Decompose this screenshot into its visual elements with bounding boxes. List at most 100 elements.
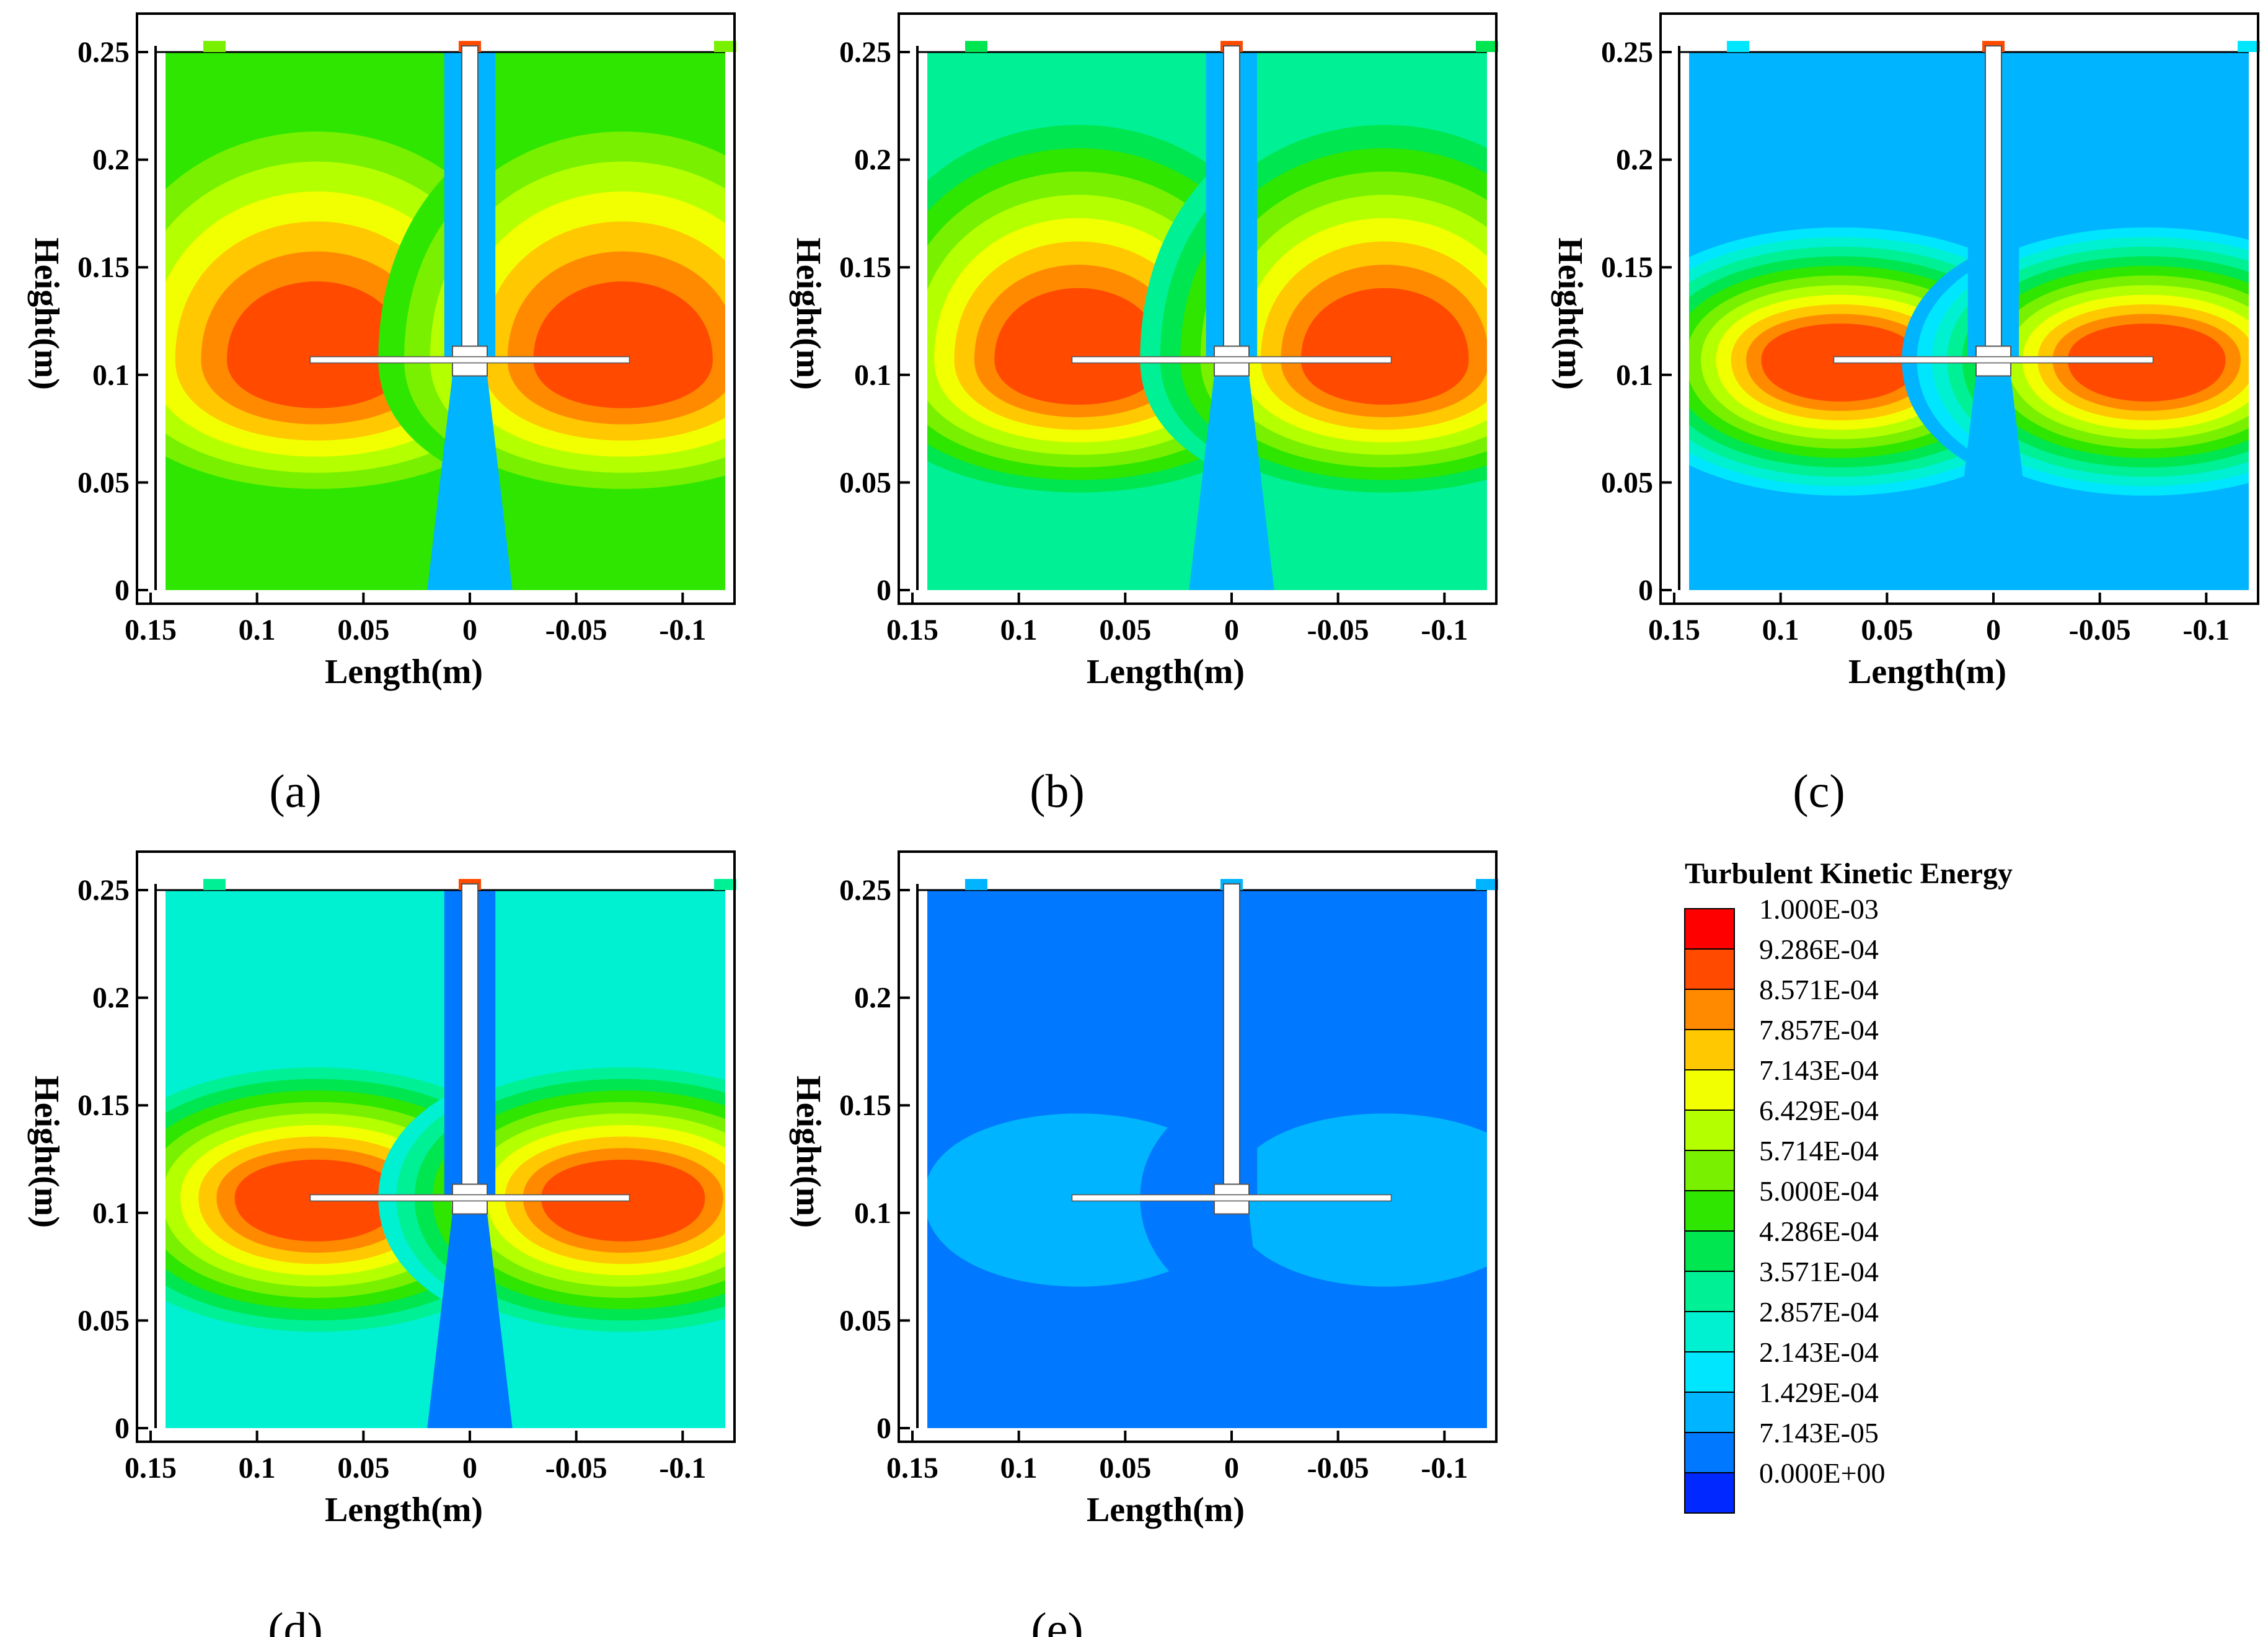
panel-c: 0 0.05 0.1 0.15 0.2 0.25 0.15 0.1 0.05 0 -0.05 -0.1… [1551, 12, 2260, 818]
y-tick-label: 0.2 [1616, 144, 1653, 177]
legend-swatch [1684, 1190, 1735, 1232]
x-tick-label: 0.15 [886, 1452, 938, 1485]
legend-label: 4.286E-04 [1759, 1216, 1879, 1247]
y-tick-label: 0.05 [77, 1304, 130, 1337]
x-axis-title: Length(m) [325, 653, 483, 691]
panel-label: (e) [1031, 1604, 1083, 1637]
x-tick-label: -0.1 [659, 614, 706, 646]
top-gap [165, 38, 725, 52]
legend-title: Turbulent Kinetic Energy [1685, 857, 2013, 890]
inlet-port [714, 879, 736, 890]
impeller-blade [309, 1194, 630, 1202]
contour-band [533, 281, 713, 408]
shaft-zone-lower [427, 372, 513, 590]
y-tick-label: 0.05 [839, 1304, 891, 1337]
inlet-port [714, 41, 736, 52]
panel-b: 0 0.05 0.1 0.15 0.2 0.25 0.15 0.1 0.05 0 -0.05 -0.1… [789, 12, 1498, 818]
legend-label: 7.857E-04 [1759, 1014, 1879, 1046]
contour-band [1300, 288, 1469, 405]
y-tick-label: 0.15 [839, 251, 891, 284]
x-tick-label: -0.05 [545, 614, 607, 646]
y-tick-label: 0.1 [1616, 359, 1653, 392]
x-tick-label: 0.1 [239, 614, 276, 646]
inlet-port [1476, 41, 1498, 52]
x-axis-title: Length(m) [1848, 653, 2006, 691]
y-tick-label: 0.15 [77, 251, 130, 284]
legend-label: 3.571E-04 [1759, 1256, 1879, 1287]
y-tick-label: 0 [1638, 574, 1653, 607]
inlet-port [2238, 41, 2260, 52]
legend-label: 5.000E-04 [1759, 1175, 1879, 1207]
contour-band [994, 288, 1163, 405]
x-tick-label: -0.05 [1307, 1452, 1369, 1485]
y-tick-label: 0.25 [839, 36, 891, 69]
plot-frame [898, 850, 1498, 1443]
panel-label: (b) [1030, 766, 1085, 818]
x-tick-label: -0.05 [2069, 614, 2131, 646]
x-tick-label: 0.05 [1099, 1452, 1151, 1485]
legend-swatch [1684, 1472, 1735, 1514]
y-tick-label: 0.05 [1601, 466, 1653, 499]
legend-label: 8.571E-04 [1759, 974, 1879, 1005]
legend-label: 2.857E-04 [1759, 1296, 1879, 1328]
inlet-port [203, 41, 226, 52]
x-tick-label: 0 [462, 614, 477, 646]
impeller-shaft [461, 883, 479, 1199]
plot-frame [1659, 12, 2259, 605]
tke-field [165, 52, 725, 590]
x-tick-label: 0.1 [1762, 614, 1799, 646]
y-tick-label: 0.15 [839, 1089, 891, 1122]
tke-field [1689, 52, 2249, 590]
y-tick-label: 0.15 [77, 1089, 130, 1122]
impeller-blade [1833, 356, 2154, 364]
x-tick-label: 0 [1986, 614, 2001, 646]
x-tick-label: 0.05 [1099, 614, 1151, 646]
x-tick-label: -0.05 [545, 1452, 607, 1485]
impeller-shaft [461, 45, 479, 361]
y-tick-label: 0.2 [92, 982, 130, 1015]
shaft-zone-lower [427, 1210, 513, 1428]
x-tick-label: -0.1 [1421, 1452, 1468, 1485]
x-axis-title: Length(m) [1087, 1491, 1245, 1529]
y-axis-title: Height(m) [27, 237, 66, 390]
x-tick-label: 0.15 [125, 1452, 177, 1485]
impeller-shaft [1223, 45, 1240, 361]
x-tick-label: 0.1 [1000, 614, 1038, 646]
y-tick-label: 0.05 [839, 466, 891, 499]
x-tick-label: 0.1 [1000, 1452, 1038, 1485]
top-gap [165, 876, 725, 890]
x-tick-label: 0 [462, 1452, 477, 1485]
x-tick-label: 0 [1224, 1452, 1239, 1485]
x-tick-label: 0.1 [239, 1452, 276, 1485]
legend-swatch [1684, 1230, 1735, 1272]
shaft-zone-lower [1189, 372, 1274, 590]
top-gap [927, 38, 1487, 52]
panel-label: (d) [268, 1604, 323, 1637]
y-axis-title: Height(m) [789, 237, 827, 390]
impeller-blade [1071, 356, 1392, 364]
legend-label: 1.000E-03 [1759, 893, 1879, 925]
wall-gap [912, 52, 928, 590]
shaft-zone-lower [1951, 372, 2036, 590]
y-tick-label: 0.1 [854, 1197, 891, 1230]
y-tick-label: 0.2 [92, 144, 130, 177]
wall-gap [151, 890, 166, 1428]
inlet-port [203, 879, 226, 890]
y-tick-label: 0.25 [77, 874, 130, 907]
legend-swatch [1684, 1110, 1735, 1151]
impeller-shaft [1223, 883, 1240, 1199]
y-tick-label: 0 [876, 574, 891, 607]
x-tick-label: -0.05 [1307, 614, 1369, 646]
panel-label: (c) [1793, 766, 1845, 818]
y-tick-label: 0 [876, 1412, 891, 1445]
x-tick-label: -0.1 [2182, 614, 2230, 646]
legend-label: 1.429E-04 [1759, 1377, 1879, 1408]
legend-swatch [1684, 1432, 1735, 1473]
x-axis-title: Length(m) [1087, 653, 1245, 691]
wall-gap [912, 890, 928, 1428]
legend-swatch [1684, 1271, 1735, 1312]
panel-e: 0 0.05 0.1 0.15 0.2 0.25 0.15 0.1 0.05 0 -0.05 -0.1… [789, 850, 1498, 1637]
plot-frame [136, 850, 736, 1443]
